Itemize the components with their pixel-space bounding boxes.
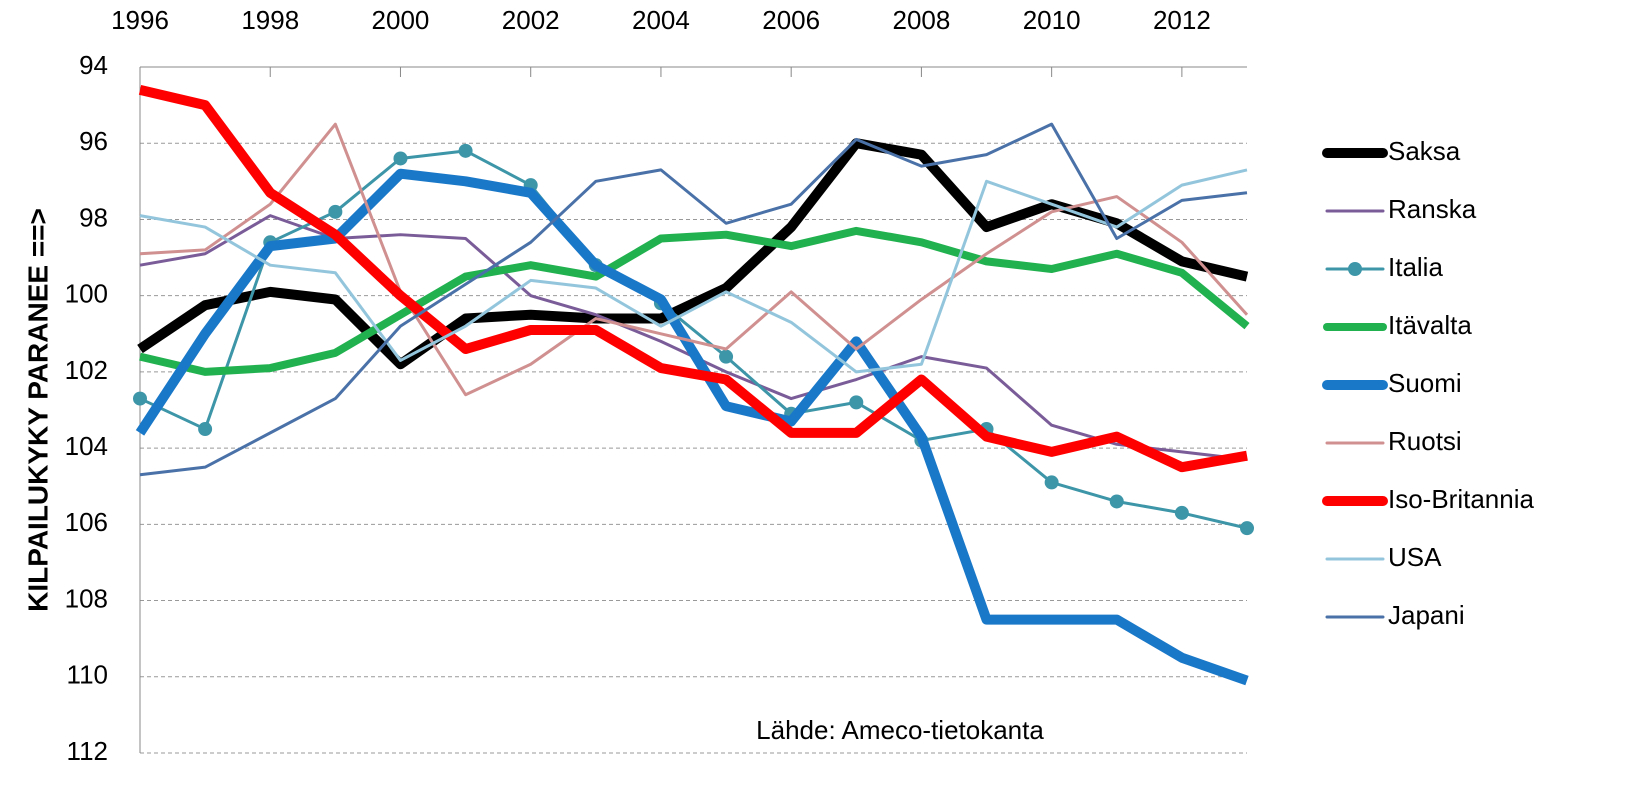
- y-tick-label: 102: [65, 355, 108, 385]
- x-tick-label: 2004: [632, 5, 690, 35]
- x-tick-label: 2008: [892, 5, 950, 35]
- x-tick-label: 2000: [372, 5, 430, 35]
- x-tick-label: 1998: [241, 5, 299, 35]
- series-marker: [1109, 494, 1124, 509]
- series-marker: [849, 395, 864, 410]
- legend-label: Ranska: [1388, 194, 1477, 224]
- legend-label: Japani: [1388, 600, 1465, 630]
- series-line: [139, 226, 1250, 376]
- y-axis-label: KILPAILUKYKY PARANEE ==>: [22, 208, 53, 612]
- y-tick-label: 108: [65, 583, 108, 613]
- y-tick-label: 98: [79, 202, 108, 232]
- series-line: [139, 149, 1248, 530]
- y-tick-label: 106: [65, 507, 108, 537]
- series-marker: [1044, 475, 1059, 490]
- legend-label: Iso-Britannia: [1388, 484, 1534, 514]
- series-marker: [1174, 505, 1189, 520]
- y-tick-label: 104: [65, 431, 108, 461]
- x-tick-label: 2002: [502, 5, 560, 35]
- legend-label: Suomi: [1388, 368, 1462, 398]
- y-tick-label: 112: [67, 736, 108, 766]
- legend-marker: [1348, 262, 1362, 276]
- series-marker: [458, 143, 473, 158]
- series-line: [138, 84, 1248, 473]
- y-tick-label: 94: [79, 50, 108, 80]
- series-marker: [1240, 521, 1254, 536]
- series-marker: [133, 391, 147, 406]
- legend-label: USA: [1388, 542, 1442, 572]
- x-tick-label: 1996: [111, 5, 169, 35]
- legend-label: Italia: [1388, 252, 1443, 282]
- x-tick-label: 2010: [1023, 5, 1081, 35]
- series-marker: [328, 204, 343, 219]
- x-tick-label: 2012: [1153, 5, 1211, 35]
- legend-label: Ruotsi: [1388, 426, 1462, 456]
- x-tick-label: 2006: [762, 5, 820, 35]
- series-marker: [719, 349, 734, 364]
- series-line: [139, 122, 1248, 477]
- y-tick-label: 96: [79, 126, 108, 156]
- legend-label: Saksa: [1388, 136, 1461, 166]
- series-marker: [393, 151, 408, 166]
- series-marker: [198, 422, 213, 437]
- series-line: [139, 214, 1248, 462]
- series-line: [135, 168, 1249, 686]
- series-line: [139, 168, 1248, 374]
- legend-label: Itävalta: [1388, 310, 1472, 340]
- annotation: Lähde: Ameco-tietokanta: [756, 715, 1044, 745]
- y-tick-label: 110: [67, 660, 108, 690]
- y-tick-label: 100: [65, 279, 108, 309]
